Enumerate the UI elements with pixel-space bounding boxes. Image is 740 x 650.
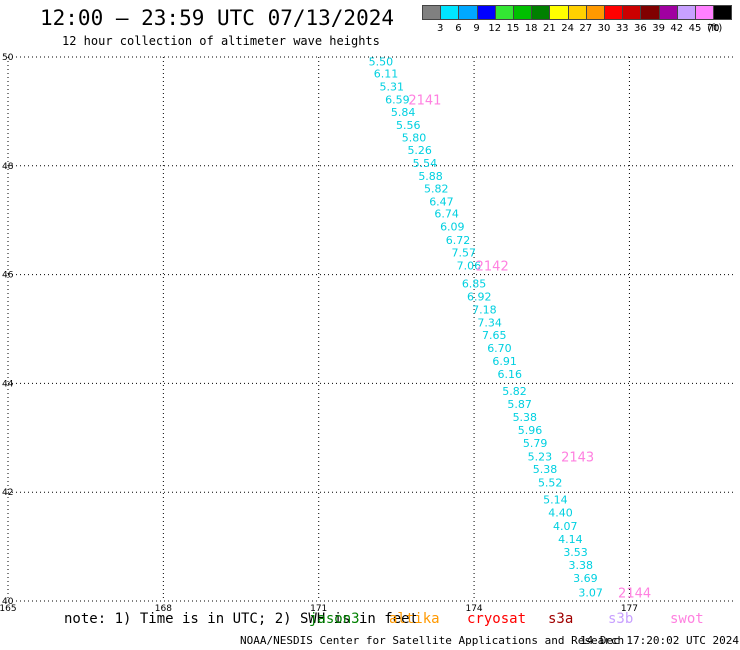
wave-height-point: 4.07 [553, 520, 578, 533]
wave-height-point: 6.85 [462, 277, 487, 290]
wave-height-point: 6.72 [446, 234, 471, 247]
wave-height-point: 6.47 [429, 196, 454, 209]
y-tick-label: 42 [2, 488, 13, 498]
wave-height-point: 5.31 [379, 80, 404, 93]
wave-height-point: 5.79 [523, 437, 548, 450]
wave-height-point: 3.07 [578, 586, 603, 599]
mission-legend-item: swot [670, 611, 704, 627]
colorbar-swatch [713, 5, 733, 20]
page-subtitle: 12 hour collection of altimeter wave hei… [62, 34, 380, 48]
mission-legend-item: cryosat [467, 611, 527, 627]
colorbar-label: 30 [597, 23, 611, 34]
y-tick-label: 44 [2, 379, 14, 389]
wave-height-point: 5.87 [507, 398, 532, 411]
colorbar-label: 3 [437, 23, 444, 34]
wave-height-point: 5.50 [369, 55, 394, 68]
wave-height-point: 6.09 [440, 221, 465, 234]
wave-height-point: 3.53 [563, 546, 588, 559]
colorbar-legend: (ft) 3 6 9 12 15 18 21 24 27 30 33 36 39 42 45 70 [422, 5, 733, 35]
footer-note: note: 1) Time is in UTC; 2) SWH is in fe… [64, 611, 418, 627]
wave-height-point: 5.88 [418, 170, 443, 183]
wave-height-point: 6.70 [487, 342, 512, 355]
colorbar-label: 6 [455, 23, 462, 34]
mission-legend-item: s3a [548, 611, 574, 627]
wave-height-point: 3.69 [573, 572, 598, 585]
footer-note-text: note: 1) Time is in UTC; 2) SWH is in fe… [64, 611, 419, 627]
x-tick-label: 171 [310, 604, 327, 614]
page-title: 12:00 – 23:59 UTC 07/13/2024 [40, 6, 395, 30]
y-tick-label: 40 [2, 597, 14, 607]
wave-height-point: 5.56 [396, 119, 421, 132]
wave-height-point: 5.80 [402, 132, 427, 145]
mission-legend-item: s3b [608, 611, 634, 627]
y-tick-label: 46 [2, 271, 14, 281]
wave-height-point: 5.82 [502, 385, 527, 398]
colorbar-label: 42 [670, 23, 684, 34]
wave-height-point: 5.96 [518, 424, 543, 437]
wave-height-point: 7.57 [451, 246, 476, 259]
wave-height-point: 5.82 [424, 183, 449, 196]
wave-height-point: 7.18 [472, 303, 497, 316]
colorbar-label: 45 [688, 23, 702, 34]
wave-height-point: 6.16 [498, 368, 523, 381]
orbit-number-label: 2143 [561, 450, 594, 465]
colorbar-label: 33 [615, 23, 629, 34]
wave-height-point: 6.59 [385, 93, 410, 106]
colorbar-label: 70 [706, 23, 720, 34]
wave-height-point: 5.14 [543, 493, 568, 506]
wave-height-point: 5.23 [528, 450, 553, 463]
orbit-number-label: 2141 [408, 93, 441, 108]
wave-height-point: 5.84 [391, 106, 416, 119]
wave-height-point: 6.11 [374, 67, 399, 80]
colorbar-label: 36 [634, 23, 647, 34]
wave-height-point: 4.14 [558, 533, 583, 546]
colorbar-label: 15 [506, 23, 520, 34]
wave-height-point: 5.38 [513, 411, 538, 424]
x-tick-label: 174 [465, 604, 482, 614]
wave-height-point: 7.34 [477, 316, 502, 329]
wave-height-point: 4.40 [548, 506, 573, 519]
colorbar-label: 39 [652, 23, 665, 34]
wave-height-point: 5.52 [538, 476, 563, 489]
mission-legend-item: altika [389, 611, 440, 627]
wave-height-point: 6.92 [467, 290, 492, 303]
mission-legend-item: jason3 [309, 611, 360, 627]
orbit-number-label: 2144 [618, 586, 651, 601]
x-tick-label: 168 [155, 604, 172, 614]
wave-height-point: 7.65 [482, 329, 507, 342]
wave-height-point: 6.74 [434, 208, 459, 221]
x-tick-label: 177 [621, 604, 638, 614]
wave-height-point: 5.38 [533, 463, 558, 476]
x-tick-label: 165 [0, 604, 17, 614]
colorbar-label: 9 [473, 23, 480, 34]
colorbar-unit: (ft) [707, 23, 723, 34]
wave-height-point: 6.91 [492, 355, 517, 368]
colorbar-label: 21 [543, 23, 556, 34]
colorbar-label: 18 [524, 23, 538, 34]
wave-height-point: 5.26 [407, 144, 432, 157]
y-tick-label: 50 [2, 53, 14, 63]
colorbar-label: 27 [579, 23, 593, 34]
wave-height-point: 7.06 [457, 259, 482, 272]
y-tick-label: 48 [2, 162, 14, 172]
colorbar-label: 24 [561, 23, 574, 34]
colorbar-label: 12 [488, 23, 502, 34]
timestamp-text: 14 Dec 17:20:02 UTC 2024 [580, 634, 739, 647]
wave-height-point: 5.54 [413, 157, 438, 170]
credit-text: NOAA/NESDIS Center for Satellite Applica… [240, 634, 625, 647]
orbit-number-label: 2142 [476, 259, 509, 274]
wave-height-point: 3.38 [569, 559, 594, 572]
